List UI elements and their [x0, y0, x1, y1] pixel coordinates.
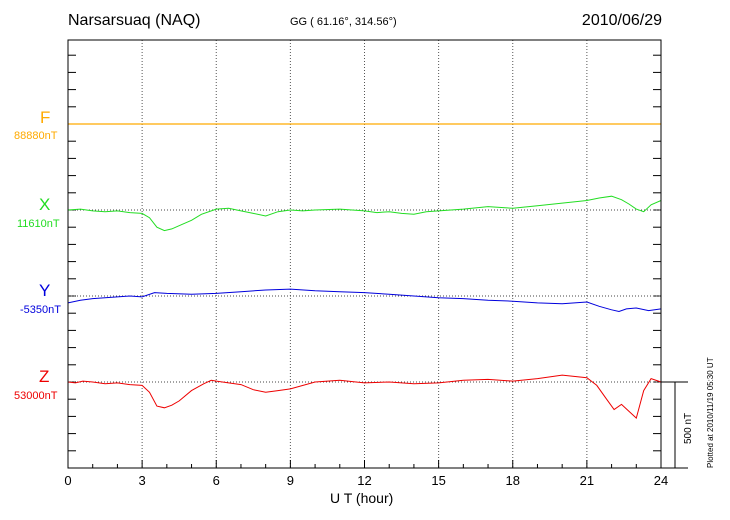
x-tick-label: 18 — [506, 473, 520, 488]
scale-bar-label: 500 nT — [683, 412, 694, 444]
series-baseline-y: -5350nT — [20, 304, 61, 316]
x-axis-label: U T (hour) — [330, 490, 394, 506]
series-baseline-z: 53000nT — [14, 390, 58, 402]
x-tick-label: 6 — [213, 473, 220, 488]
series-label-z: Z — [39, 367, 50, 386]
series-line-y — [67, 288, 662, 313]
plot-frame — [67, 39, 662, 469]
series-label-y: Y — [39, 281, 51, 300]
component-traces — [67, 123, 662, 420]
station-coordinates: GG ( 61.16°, 314.56°) — [290, 16, 397, 28]
series-label-x: X — [39, 195, 51, 214]
x-tick-label: 0 — [64, 473, 71, 488]
plotted-timestamp: Plotted at 2010/11/19 05:30 UT — [706, 357, 715, 468]
series-baseline-f: 88880nT — [14, 130, 58, 142]
series-label-f: F — [40, 108, 51, 127]
series-line-z — [67, 374, 662, 420]
x-tick-label: 15 — [431, 473, 445, 488]
x-tick-label: 9 — [287, 473, 294, 488]
scale-bar — [661, 381, 688, 469]
series-line-x — [67, 195, 662, 232]
plot-date: 2010/06/29 — [581, 12, 662, 29]
x-tick-label: 21 — [580, 473, 594, 488]
chart-axis-ticks: 0 3 6 9 12 15 18 21 24 — [64, 54, 668, 488]
station-title: Narsarsuaq (NAQ) — [68, 12, 201, 29]
chart-gridlines — [141, 40, 588, 468]
series-baseline-x: 11610nT — [17, 218, 60, 230]
x-tick-label: 3 — [139, 473, 146, 488]
x-tick-label: 12 — [357, 473, 371, 488]
x-tick-label: 24 — [654, 473, 668, 488]
